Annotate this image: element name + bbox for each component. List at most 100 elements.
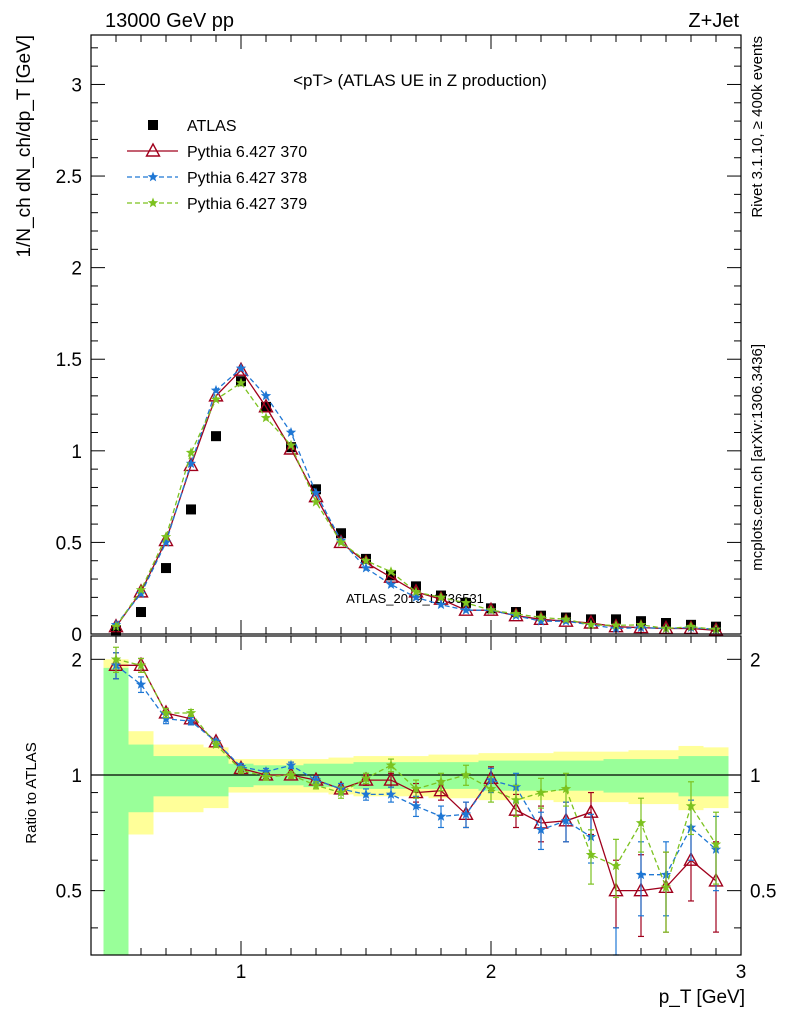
ratio-band-inner: [128, 744, 154, 813]
ratio-series-3-point: [385, 759, 397, 770]
series-3-point: [485, 604, 497, 615]
ratio-series-2-point: [160, 713, 172, 724]
series-2-point: [310, 487, 322, 498]
ratio-series-3-point: [110, 653, 122, 664]
ratio-series-2-point: [285, 759, 297, 770]
ratio-band-inner: [653, 759, 679, 793]
ratio-tick-label: 0.5: [56, 882, 82, 903]
ratio-band-inner: [153, 756, 179, 797]
legend-entry-2-marker: [147, 171, 159, 182]
series-1-point: [233, 361, 249, 376]
ratio-band-inner: [178, 756, 204, 797]
series-0-point: [186, 504, 196, 515]
ratio-series-3-point: [660, 881, 672, 892]
series-2-point: [260, 390, 272, 401]
ratio-series-2-point: [560, 815, 572, 826]
series-1-point: [258, 398, 274, 413]
ratio-series-2-point: [310, 774, 322, 785]
ratio-series-1-point: [433, 782, 449, 797]
y-tick-label: 2: [71, 259, 82, 280]
ratio-series-3-point: [610, 860, 622, 871]
side-text-bottom: mcplots.cern.ch [arXiv:1306.3436]: [749, 344, 766, 571]
ratio-series-3-point: [160, 707, 172, 718]
series-3-point: [435, 591, 447, 602]
ratio-series-3-point: [460, 769, 472, 780]
series-1-point: [283, 440, 299, 455]
ratio-series-3-point: [185, 707, 197, 718]
series-0-point: [411, 581, 421, 592]
ratio-series-3-point: [285, 769, 297, 780]
ratio-series-3-point: [560, 783, 572, 794]
x-tick-label: 3: [736, 962, 747, 983]
series-2-point: [385, 579, 397, 589]
ratio-band-inner: [603, 759, 629, 793]
series-0-point: [211, 431, 221, 442]
series-3-point: [635, 619, 647, 630]
header-right: Z+Jet: [688, 10, 739, 32]
series-2-point: [160, 536, 172, 547]
main-plot: 1 2 3 0 0.5 1 1.5 2 2.5 3: [56, 34, 747, 983]
series-3-point: [285, 439, 297, 450]
series-1-point: [158, 532, 174, 547]
ratio-series-2-point: [135, 679, 147, 689]
ratio-band-inner: [103, 667, 129, 955]
series-3-point: [535, 612, 547, 622]
ratio-series-3-point: [135, 659, 147, 670]
series-2-point: [135, 588, 147, 599]
legend: ATLAS Pythia 6.427 370 Pythia 6.427 378 Pyt…: [127, 118, 307, 213]
ratio-tick-label: 1: [71, 766, 82, 787]
ratio-tick-label-right: 1: [750, 766, 761, 787]
ratio-series-2-point: [435, 810, 447, 821]
legend-entry-2-label: Pythia 6.427 378: [187, 170, 307, 187]
ratio-series-1-point: [358, 771, 374, 786]
ratio-series-2-point: [360, 788, 372, 799]
ratio-series-3-point: [585, 849, 597, 860]
series-2-point: [235, 362, 247, 373]
series-3-point: [685, 621, 697, 632]
series-3-point: [560, 613, 572, 624]
series-0-point: [336, 528, 346, 539]
side-text-top: Rivet 3.1.10, ≥ 400k events: [749, 36, 766, 218]
ratio-series-3-point: [685, 800, 697, 811]
ratio-tick-label-right: 2: [750, 650, 761, 671]
ratio-frame: [90, 635, 742, 956]
ratio-series-3-point: [435, 776, 447, 787]
series-3-point: [210, 394, 222, 404]
y-tick-label: 1.5: [56, 350, 82, 371]
series-3-point: [510, 608, 522, 619]
series-2-point: [360, 562, 372, 573]
ratio-series-3-point: [635, 817, 647, 828]
y-axis-label: 1/N_ch dN_ch/dp_T [GeV]: [14, 35, 35, 258]
ratio-series-2-point: [410, 800, 422, 811]
y-tick-label: 1: [71, 442, 82, 463]
ratio-tick-label: 2: [71, 650, 82, 671]
series-3-point: [160, 531, 172, 542]
ratio-band-inner: [203, 756, 229, 797]
y-tick-label: 0: [71, 625, 82, 646]
ratio-series-3-point: [260, 771, 272, 782]
legend-entry-0-label: ATLAS: [187, 118, 237, 135]
ratio-series-3-point: [535, 787, 547, 797]
plot-title: <pT> (ATLAS UE in Z production): [293, 71, 547, 90]
ratio-series-3-point: [210, 739, 222, 749]
series-2-point: [460, 604, 472, 615]
legend-entry-1-label: Pythia 6.427 370: [187, 144, 307, 161]
series-3-point: [410, 586, 422, 597]
ratio-series-2-point: [185, 715, 197, 726]
series-2-point: [410, 591, 422, 602]
series-3-point: [385, 566, 397, 577]
series-2-point: [435, 599, 447, 610]
ratio-series-3-point: [310, 779, 322, 790]
y-tick-label: 2.5: [56, 167, 82, 188]
ratio-series-3-point: [710, 838, 722, 849]
legend-entry-3-label: Pythia 6.427 379: [187, 196, 307, 213]
series-3-point: [185, 447, 197, 458]
x-tick-label: 1: [236, 962, 247, 983]
ratio-plot: 0.5 0.5 1 1 2 2: [56, 635, 776, 956]
series-3-point: [335, 536, 347, 547]
series-3-point: [135, 584, 147, 595]
ratio-band-inner: [578, 760, 604, 791]
series-3-point: [610, 619, 622, 630]
ratio-series-3-point: [235, 764, 247, 775]
